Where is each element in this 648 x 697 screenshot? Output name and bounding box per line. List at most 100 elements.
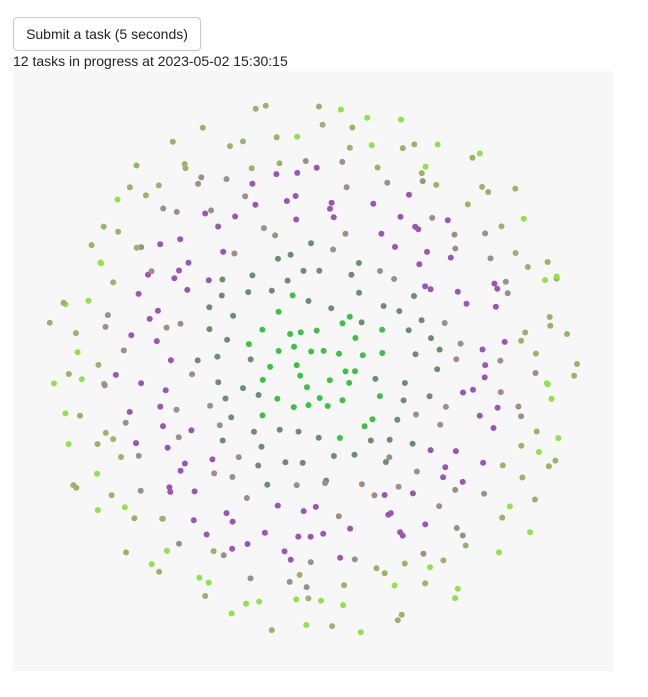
scatter-point — [378, 230, 385, 237]
scatter-point — [210, 548, 217, 555]
scatter-point — [462, 542, 469, 549]
scatter-point — [260, 225, 267, 232]
scatter-point — [312, 503, 319, 510]
scatter-point — [198, 174, 205, 181]
scatter-point — [229, 545, 236, 552]
scatter-point — [303, 622, 310, 628]
scatter-point — [391, 582, 398, 589]
scatter-point — [123, 549, 129, 556]
scatter-point — [247, 575, 254, 582]
scatter-point — [535, 449, 542, 455]
scatter-point — [273, 134, 280, 141]
scatter-point — [94, 507, 101, 514]
scatter-point — [283, 198, 290, 204]
scatter-point — [394, 416, 401, 423]
scatter-point — [206, 326, 213, 333]
scatter-point — [532, 350, 539, 357]
scatter-point — [171, 275, 178, 282]
scatter-point — [548, 395, 555, 402]
scatter-point — [355, 260, 362, 266]
scatter-point — [167, 488, 174, 495]
scatter-point — [163, 324, 170, 331]
scatter-point — [336, 435, 343, 441]
scatter-point — [218, 292, 225, 299]
scatter-point — [289, 292, 296, 299]
scatter-point — [159, 515, 166, 522]
scatter-point — [164, 547, 170, 554]
scatter-point — [65, 371, 72, 377]
scatter-point — [376, 393, 383, 400]
scatter-point — [373, 565, 380, 572]
scatter-point — [268, 627, 275, 634]
scatter-point — [463, 300, 470, 307]
scatter-point — [497, 357, 504, 364]
scatter-point — [519, 474, 526, 481]
scatter-point — [252, 201, 259, 208]
scatter-point — [214, 353, 221, 360]
scatter-point — [397, 529, 404, 536]
scatter-point — [154, 307, 161, 314]
scatter-point — [512, 250, 519, 256]
scatter-point — [120, 347, 127, 354]
scatter-point — [370, 200, 377, 207]
scatter-point — [267, 363, 274, 370]
scatter-point — [219, 437, 226, 444]
scatter-point — [381, 492, 388, 498]
scatter-point — [142, 192, 149, 199]
scatter-point — [336, 350, 342, 357]
scatter-point — [118, 454, 124, 460]
scatter-point — [297, 372, 304, 379]
scatter-point — [228, 610, 235, 617]
scatter-point — [422, 283, 429, 290]
scatter-point — [352, 335, 359, 341]
scatter-point — [512, 185, 519, 192]
scatter-point — [491, 280, 498, 287]
scatter-point — [205, 277, 212, 284]
scatter-point — [427, 564, 433, 571]
scatter-point — [243, 600, 250, 607]
scatter-point — [148, 561, 155, 568]
scatter-point — [330, 214, 337, 221]
scatter-point — [452, 245, 459, 252]
scatter-point — [77, 412, 83, 419]
scatter-point — [274, 502, 281, 509]
scatter-point — [205, 579, 212, 586]
scatter-point — [518, 442, 525, 449]
scatter-point — [346, 379, 353, 386]
scatter-point — [542, 277, 549, 284]
scatter-point — [229, 474, 236, 480]
scatter-point — [532, 370, 539, 376]
scatter-point — [427, 447, 434, 454]
scatter-point — [327, 205, 333, 212]
scatter-point — [395, 483, 402, 490]
scatter-point — [272, 232, 279, 239]
scatter-point — [199, 124, 206, 131]
scatter-point — [245, 341, 252, 348]
scatter-point — [240, 138, 246, 145]
scatter-point — [418, 317, 425, 324]
scatter-point — [452, 486, 459, 493]
scatter-point — [524, 264, 531, 270]
scatter-point — [357, 629, 364, 636]
scatter-point — [46, 319, 53, 326]
scatter-point — [527, 529, 533, 536]
scatter-point — [295, 428, 302, 435]
scatter-point — [497, 389, 504, 396]
scatter-point — [380, 303, 387, 309]
scatter-point — [112, 371, 119, 378]
scatter-point — [544, 381, 551, 388]
scatter-point — [287, 556, 294, 563]
scatter-point — [131, 515, 138, 522]
scatter-point — [546, 314, 553, 320]
submit-task-button[interactable]: Submit a task (5 seconds) — [13, 17, 201, 51]
scatter-point — [202, 210, 209, 217]
scatter-point — [396, 308, 403, 315]
scatter-point — [294, 133, 301, 140]
scatter-point — [307, 559, 314, 566]
scatter-point — [244, 541, 251, 547]
scatter-point — [286, 578, 293, 585]
scatter-point — [318, 597, 324, 604]
scatter-point — [153, 338, 160, 345]
scatter-point — [300, 508, 307, 515]
scatter-point — [206, 304, 213, 311]
